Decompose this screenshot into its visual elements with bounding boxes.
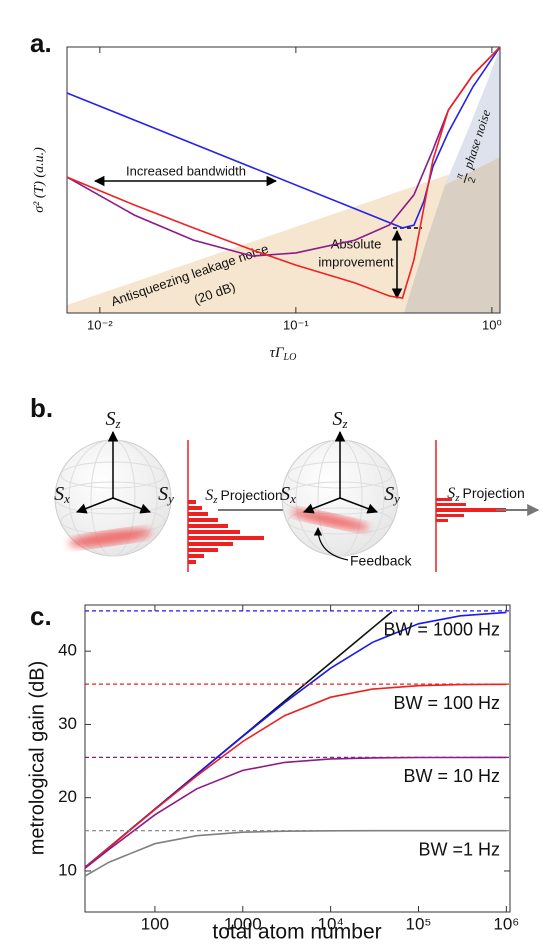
axis-subscript: z (341, 416, 347, 431)
axis-label: Sx (54, 483, 70, 506)
histogram-bar (188, 548, 218, 552)
histogram-2 (435, 440, 506, 572)
axis-symbol: S (54, 483, 64, 505)
projection-symbol: S (205, 487, 213, 504)
plot-area (67, 47, 500, 300)
histogram-bar (188, 512, 208, 516)
y-tick-label: 20 (58, 787, 77, 806)
plot-area (85, 610, 510, 877)
axis-arrow (76, 497, 114, 514)
y-tick-label: 40 (58, 641, 77, 660)
axis-label: Sz (105, 408, 120, 431)
histogram-bar (188, 536, 264, 540)
y-tick-label: 10 (58, 860, 77, 879)
projection-subscript: z (212, 494, 218, 506)
histogram-bar (188, 500, 196, 504)
feedback-label: Feedback (350, 553, 412, 569)
x-tick-label: 10⁵ (406, 914, 432, 933)
annotation: Increased bandwidth (126, 163, 246, 178)
x-axis-label: τΓLO (270, 345, 297, 363)
x-tick-label: 10⁶ (493, 914, 519, 933)
axis-subscript: y (166, 491, 174, 506)
projection-subscript: z (454, 492, 460, 504)
histogram-bar (436, 503, 466, 506)
axis-arrow (112, 497, 151, 514)
axis-subscript: x (63, 491, 70, 506)
series-line (85, 611, 507, 868)
series-line (67, 47, 500, 300)
series-line (85, 683, 507, 869)
phase-region (445, 47, 500, 185)
annotation: improvement (318, 254, 394, 269)
histogram-bar (436, 519, 448, 522)
axis-symbol: S (332, 408, 342, 430)
histogram-1 (187, 440, 264, 572)
axis-arrow (339, 497, 378, 514)
series-line (85, 756, 507, 869)
x-tick-label: 10⁻¹ (283, 317, 309, 332)
histogram-bar (188, 554, 204, 558)
x-tick-label: 100 (141, 914, 169, 933)
plot-frame (84, 604, 511, 913)
plot-frame (66, 46, 501, 314)
panel-label: c. (30, 601, 52, 631)
x-tick-label: 10⁻² (87, 317, 113, 332)
axis-subscript: x (289, 491, 296, 506)
histogram-bar (188, 518, 218, 522)
projection-text: Projection (463, 485, 525, 501)
series-label: BW = 10 Hz (403, 766, 500, 786)
x-tick-label: 10⁴ (318, 914, 344, 933)
histogram-bar (436, 498, 452, 501)
series-label: BW = 100 Hz (393, 693, 500, 713)
y-tick-label: 30 (58, 714, 77, 733)
axis-arrow (303, 497, 341, 514)
x-tick-label: 1000 (224, 914, 262, 933)
annotation: π (454, 171, 466, 180)
projection-label: Sz Projection (447, 485, 525, 504)
spin-distribution (68, 528, 152, 548)
histogram-bar (188, 524, 228, 528)
projection-symbol: S (447, 485, 455, 502)
fraction-bar (463, 173, 468, 183)
panel-label: b. (30, 393, 53, 423)
y-axis-label: σ² (T) (a.u.) (32, 147, 47, 213)
projection-text: Projection (221, 487, 283, 503)
annotation: Absolute (331, 236, 382, 251)
x-axis-label: total atom number (212, 921, 381, 944)
sphere-2: Sz Sx Sy Feedback (280, 408, 412, 569)
x-tick-label: 10⁰ (482, 317, 502, 332)
histogram-bar (188, 506, 202, 510)
axis-subscript: y (392, 491, 400, 506)
annotation: 2 (466, 175, 478, 184)
sphere-1: Sz Sx Sy (54, 408, 174, 557)
spin-distribution (290, 509, 370, 531)
axis-label: Sx (280, 483, 296, 506)
series-label: BW =1 Hz (418, 839, 500, 859)
axis-label: Sy (384, 483, 400, 506)
axis-label: Sy (158, 483, 174, 506)
histogram-bar (188, 542, 233, 546)
projection-label: Sz Projection (205, 487, 283, 506)
axis-symbol: S (158, 483, 168, 505)
x-axis-label: τΓ (270, 345, 285, 361)
series-line (85, 829, 507, 877)
histogram-bar (436, 508, 506, 512)
y-axis-label: metrological gain (dB) (26, 661, 48, 856)
histogram-bar (188, 530, 240, 534)
axis-label: Sz (332, 408, 347, 431)
axis-symbol: S (384, 483, 394, 505)
axis-symbol: S (105, 408, 115, 430)
panel-label: a. (30, 28, 52, 58)
x-axis-label-subscript: LO (283, 352, 297, 363)
feedback-arrow (313, 527, 349, 561)
series-label: BW = 1000 Hz (383, 620, 500, 640)
histogram-bar (436, 514, 464, 517)
axis-symbol: S (280, 483, 290, 505)
sphere-grid (287, 507, 393, 535)
axis-subscript: z (114, 416, 120, 431)
histogram-bar (188, 560, 196, 564)
shot-region (404, 157, 500, 313)
